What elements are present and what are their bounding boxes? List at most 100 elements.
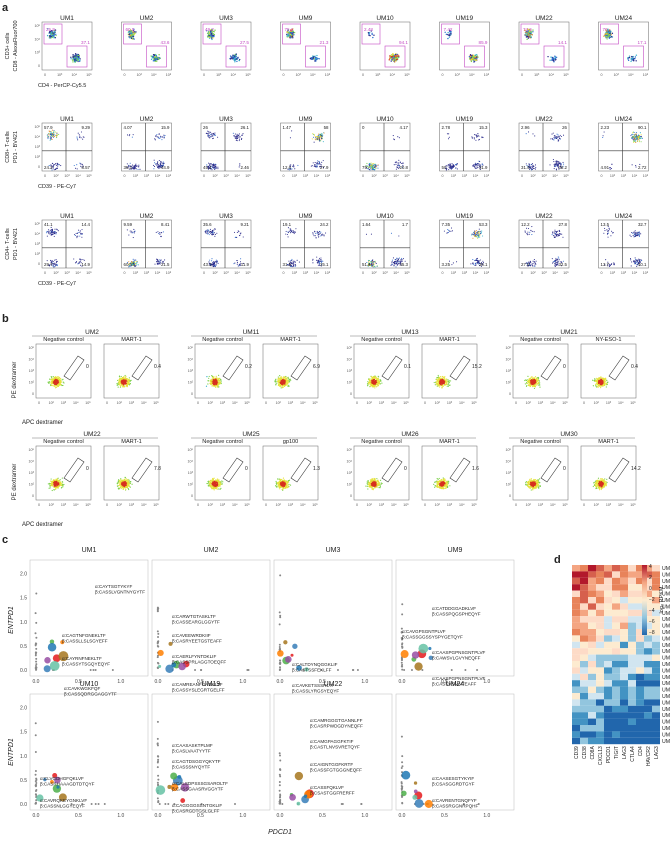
flow-event [472, 262, 474, 264]
flow-event [371, 381, 373, 383]
flow-event [528, 36, 530, 38]
flow-event [156, 163, 158, 165]
panel-a-row1-title: UM22 [535, 15, 553, 22]
flow-event [234, 262, 236, 264]
flow-event [284, 379, 286, 381]
flow-event [78, 57, 80, 60]
x-tick-label: 10³ [64, 271, 70, 275]
flow-event [474, 166, 476, 168]
flow-event [294, 231, 297, 233]
flow-event [391, 259, 393, 261]
flow-event [163, 134, 165, 136]
x-tick-label: 10⁵ [643, 174, 649, 178]
flow-event [293, 34, 295, 36]
flow-event [51, 166, 53, 168]
x-tick-label: 10⁴ [232, 401, 238, 405]
flow-event [635, 54, 638, 56]
y-tick-label: 0 [38, 64, 40, 68]
x-tick-label: 0 [283, 271, 285, 275]
flow-event [604, 29, 607, 31]
flow-event [375, 164, 377, 167]
flow-event [280, 384, 282, 386]
flow-event [476, 57, 478, 60]
flow-event [53, 165, 55, 167]
flow-event [137, 168, 139, 171]
flow-event [530, 168, 533, 170]
flow-event [124, 385, 126, 387]
flow-event [529, 231, 531, 233]
flow-event [79, 135, 81, 137]
flow-event [395, 260, 397, 262]
flow-event [156, 136, 158, 138]
y-tick-label: 10² [35, 252, 41, 256]
flow-event [444, 31, 446, 34]
flow-event [122, 382, 124, 384]
gate-percentage: 43.6 [161, 40, 170, 45]
flow-event [157, 263, 159, 265]
flow-event [370, 261, 373, 263]
flow-event [47, 138, 49, 140]
flow-event [374, 382, 376, 384]
flow-event [208, 234, 210, 236]
flow-event [312, 162, 314, 164]
flow-event [452, 164, 454, 166]
flow-event [368, 168, 370, 170]
flow-event [397, 55, 400, 57]
flow-event [450, 31, 452, 33]
flow-event [632, 57, 634, 59]
flow-event [284, 378, 286, 380]
flow-event [603, 35, 605, 37]
flow-event [372, 165, 374, 167]
x-tick-label: 0 [521, 174, 523, 178]
flow-event [534, 264, 536, 266]
flow-event [58, 380, 60, 382]
flow-event [638, 235, 640, 238]
flow-event [473, 58, 475, 61]
flow-event [76, 168, 78, 170]
flow-event [402, 162, 404, 164]
x-tick-label: 10⁵ [153, 401, 159, 405]
flow-event [471, 55, 473, 57]
flow-event [478, 228, 480, 230]
flow-event [72, 56, 74, 58]
flow-event [209, 36, 212, 38]
x-tick-label: 10⁵ [166, 271, 172, 275]
flow-event [607, 34, 610, 37]
flow-event [473, 137, 475, 139]
flow-event [321, 132, 323, 134]
dextramer-patient-title: UM11 [243, 329, 260, 336]
flow-event [372, 380, 374, 382]
flow-event [377, 382, 379, 384]
x-tick-label: 10⁴ [151, 73, 157, 77]
flow-event [374, 266, 376, 268]
flow-event [293, 262, 295, 264]
flow-event [47, 133, 49, 135]
x-tick-label: 10² [367, 401, 373, 405]
flow-event [133, 262, 136, 265]
flow-event [216, 232, 218, 234]
x-tick-label: 10⁴ [549, 73, 555, 77]
flow-event [611, 230, 613, 232]
flow-event [210, 30, 212, 32]
flow-event [137, 166, 139, 168]
flow-event [212, 381, 215, 383]
flow-event [556, 260, 558, 262]
flow-event [393, 56, 395, 58]
dextramer-plot-frame [262, 343, 319, 399]
flow-event [81, 229, 83, 231]
flow-event [395, 55, 397, 57]
panel-a-row2-title: UM24 [615, 116, 633, 123]
flow-event [635, 136, 637, 138]
flow-event [131, 164, 134, 166]
flow-event [309, 57, 312, 60]
flow-event [474, 259, 476, 261]
x-tick-label: 10² [53, 174, 59, 178]
dextramer-plot-frame [421, 343, 478, 399]
panel-a-row2-title: UM9 [299, 116, 313, 123]
flow-event [630, 57, 633, 60]
flow-event [274, 379, 277, 381]
flow-event [51, 169, 53, 171]
flow-event [234, 136, 236, 138]
flow-event [136, 165, 138, 167]
flow-event [154, 138, 156, 140]
